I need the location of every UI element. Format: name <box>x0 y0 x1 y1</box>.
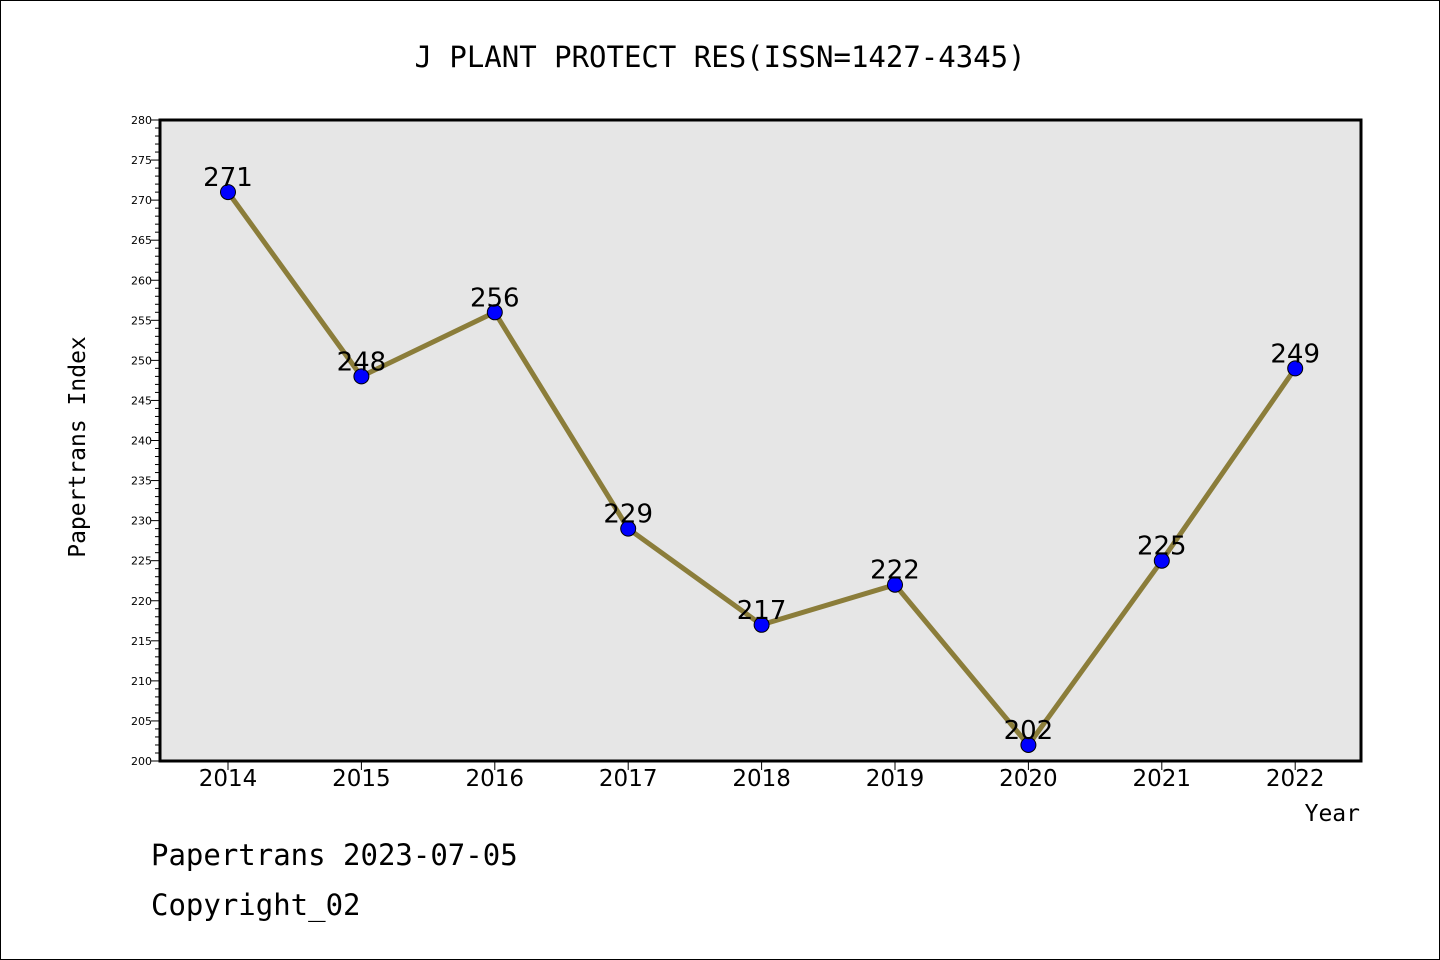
data-point <box>753 616 770 633</box>
data-label: 256 <box>470 283 520 313</box>
x-tick-label: 2016 <box>466 766 525 792</box>
data-point <box>486 304 503 321</box>
y-tick-label: 260 <box>131 274 152 287</box>
y-tick-label: 250 <box>131 354 152 367</box>
data-label: 249 <box>1270 339 1320 369</box>
y-tick-label: 215 <box>131 635 152 648</box>
x-axis-label: Year <box>1305 801 1360 827</box>
x-tick-label: 2014 <box>199 766 258 792</box>
data-label: 222 <box>870 556 920 586</box>
data-point <box>353 368 370 385</box>
x-tick-label: 2017 <box>599 766 658 792</box>
y-tick-label: 220 <box>131 595 152 608</box>
data-label: 271 <box>203 163 253 193</box>
x-axis: 2014 2015 2016 2017 2018 2019 2020 2021 2022 <box>199 761 1325 792</box>
y-tick-label: 225 <box>131 555 152 568</box>
data-point <box>887 576 903 593</box>
footer-date: Papertrans 2023-07-05 <box>151 838 518 872</box>
data-point <box>1153 552 1170 569</box>
y-tick-label: 255 <box>131 314 152 327</box>
chart-title: J PLANT PROTECT RES(ISSN=1427-4345) <box>414 40 1025 74</box>
data-point <box>620 520 637 537</box>
data-points-layer <box>220 184 1304 753</box>
footer-copyright: Copyright_02 <box>151 888 361 923</box>
data-labels-layer: 271 248 256 229 217 222 202 225 249 <box>203 163 1320 746</box>
y-axis-label: Papertrans Index <box>65 336 91 558</box>
y-tick-label: 210 <box>131 675 152 688</box>
y-tick-label: 245 <box>131 394 152 407</box>
y-tick-label: 235 <box>131 475 152 488</box>
data-label: 217 <box>737 596 787 626</box>
y-tick-label: 275 <box>131 154 152 167</box>
x-tick-label: 2018 <box>732 766 791 792</box>
y-tick-label: 200 <box>131 755 152 768</box>
x-tick-label: 2022 <box>1266 766 1325 792</box>
data-point <box>220 184 236 201</box>
y-tick-label: 265 <box>131 234 152 247</box>
x-tick-label: 2020 <box>999 766 1058 792</box>
data-label: 229 <box>603 500 653 530</box>
x-tick-label: 2015 <box>332 766 391 792</box>
x-tick-label: 2019 <box>866 766 925 792</box>
plot-area <box>160 120 1361 761</box>
y-tick-label: 270 <box>131 194 152 207</box>
data-label: 202 <box>1004 716 1054 746</box>
data-point <box>1020 736 1037 753</box>
y-axis: 200 205 210 215 220 225 230 235 240 245 250 255 260 2… <box>131 114 160 768</box>
x-tick-label: 2021 <box>1133 766 1192 792</box>
data-point <box>1287 360 1304 377</box>
data-label: 225 <box>1137 532 1187 562</box>
y-tick-label: 205 <box>131 715 152 728</box>
data-label: 248 <box>337 347 387 377</box>
plot-border <box>158 118 1363 763</box>
y-tick-label: 280 <box>131 114 152 127</box>
y-tick-label: 230 <box>131 515 152 528</box>
y-tick-label: 240 <box>131 435 152 448</box>
